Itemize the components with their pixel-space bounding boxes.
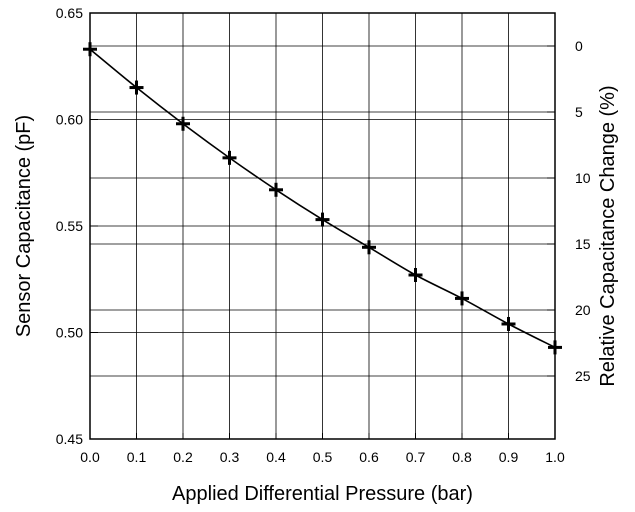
x-tick-label: 0.3	[220, 449, 240, 465]
y2-tick-label: 10	[575, 170, 591, 186]
axis-ticks: 0.0 0.1 0.2 0.3 0.4 0.5 0.6 0.7 0.8 0.9 1.0 0.45 0.5…	[56, 5, 591, 465]
y-tick-label: 0.60	[56, 112, 83, 128]
data-point	[548, 340, 562, 355]
data-point	[176, 116, 190, 131]
x-tick-label: 0.4	[266, 449, 286, 465]
y2-tick-label: 5	[575, 104, 583, 120]
data-point	[222, 150, 237, 165]
y2-tick-label: 15	[575, 236, 591, 252]
data-point	[315, 212, 330, 227]
x-tick-label: 0.7	[406, 449, 426, 465]
data-point	[455, 291, 469, 306]
x-tick-label: 0.8	[452, 449, 472, 465]
data-point	[408, 267, 423, 282]
data-point	[362, 240, 376, 255]
y-tick-label: 0.50	[56, 325, 83, 341]
y-tick-label: 0.55	[56, 218, 83, 234]
series-layer	[83, 42, 562, 355]
x-tick-label: 0.5	[313, 449, 333, 465]
x-axis-title: Applied Differential Pressure (bar)	[172, 483, 473, 505]
x-tick-label: 0.0	[80, 449, 100, 465]
y2-tick-label: 0	[575, 38, 583, 54]
data-point	[501, 316, 516, 331]
x-tick-label: 0.2	[173, 449, 193, 465]
data-point	[83, 42, 97, 57]
y-axis-title: Sensor Capacitance (pF)	[13, 115, 35, 337]
y-tick-label: 0.45	[56, 431, 83, 447]
data-point	[129, 80, 144, 95]
y-tick-label: 0.65	[56, 5, 83, 21]
x-tick-label: 0.6	[359, 449, 379, 465]
y2-tick-label: 20	[575, 302, 591, 318]
x-tick-label: 0.9	[499, 449, 519, 465]
y2-tick-label: 25	[575, 368, 591, 384]
x-tick-label: 0.1	[127, 449, 147, 465]
data-point	[269, 182, 283, 197]
y2-axis-title: Relative Capacitance Change (%)	[597, 85, 619, 386]
x-tick-label: 1.0	[545, 449, 565, 465]
